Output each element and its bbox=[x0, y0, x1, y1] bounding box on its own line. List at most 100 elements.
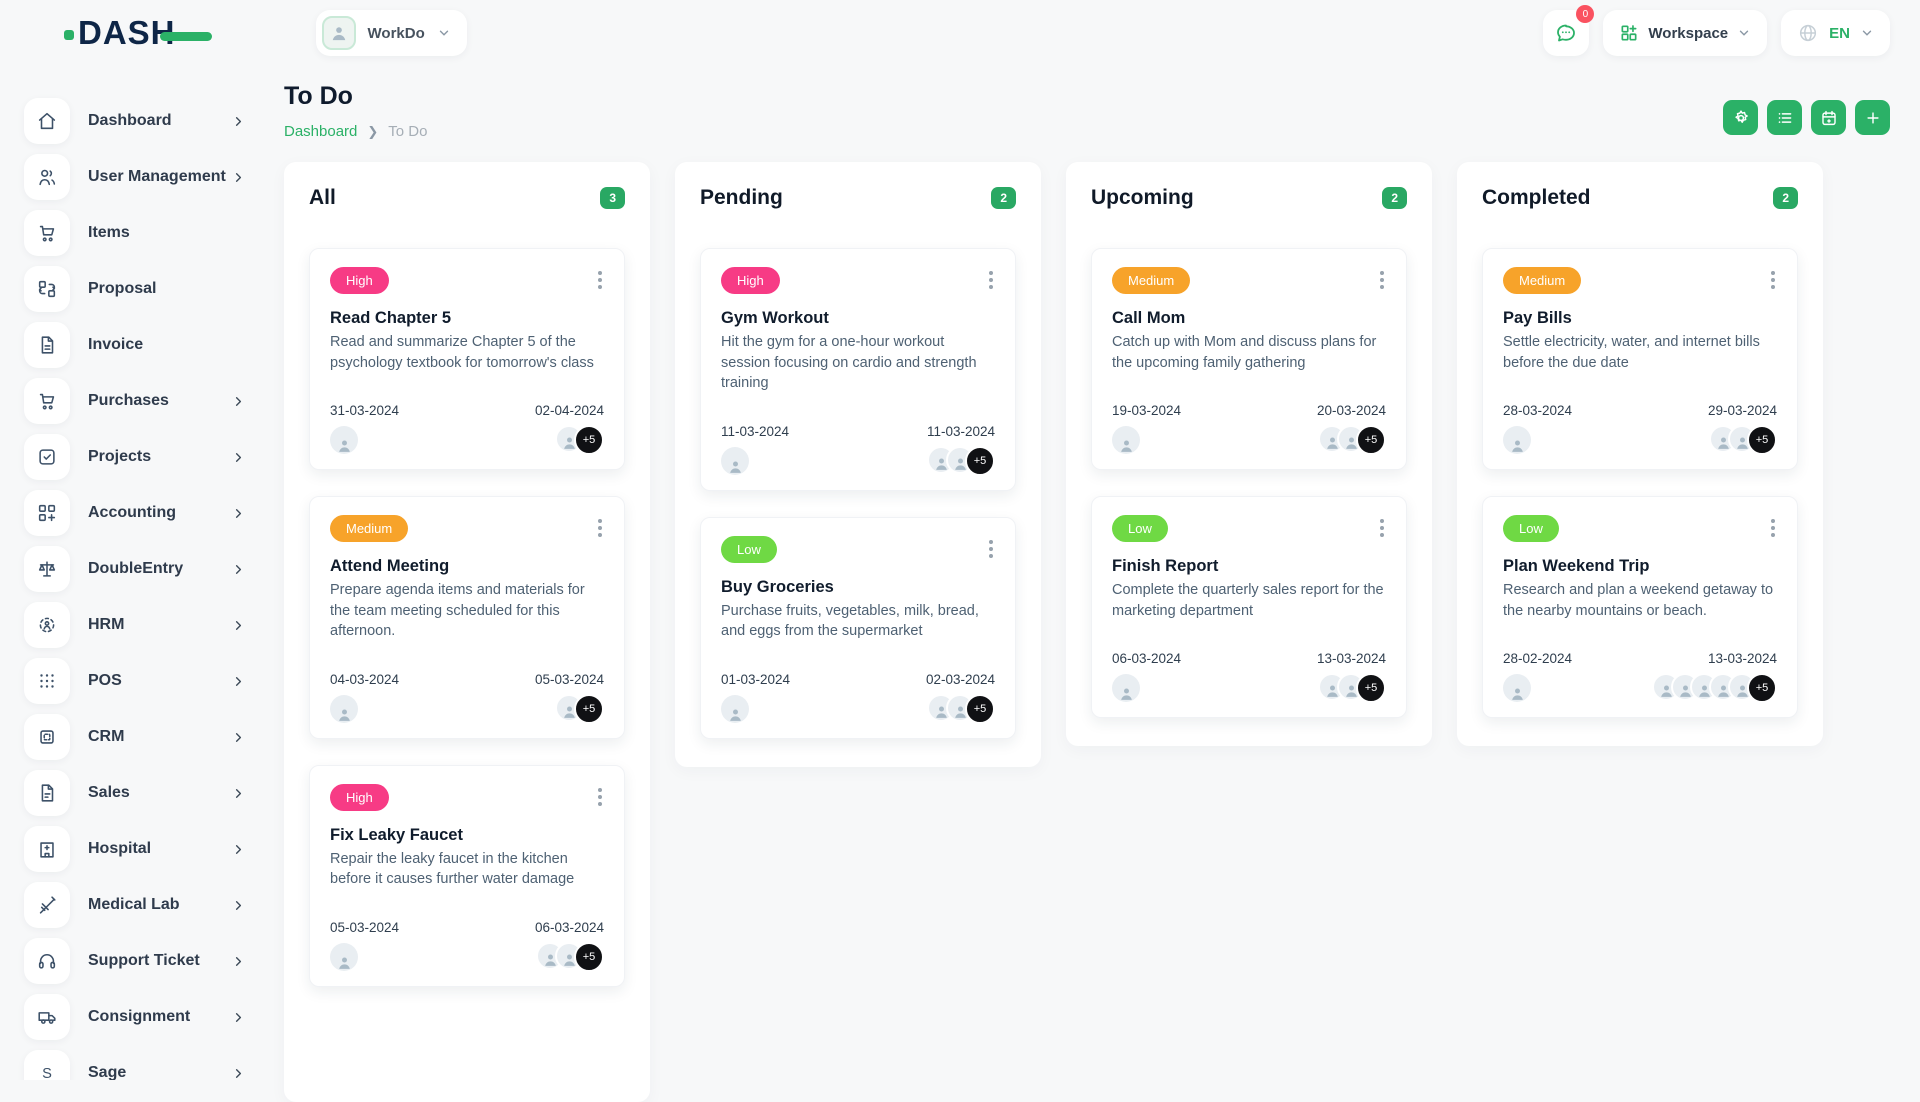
task-card-plan-weekend-trip[interactable]: Low Plan Weekend Trip Research and plan … bbox=[1482, 496, 1798, 718]
assignee-avatars bbox=[1503, 674, 1531, 702]
priority-badge: Low bbox=[1503, 515, 1559, 542]
column-count-badge: 3 bbox=[600, 187, 625, 209]
kebab-menu-icon[interactable] bbox=[987, 536, 995, 562]
sidebar-item-projects[interactable]: Projects bbox=[24, 434, 268, 480]
settings-button[interactable] bbox=[1723, 100, 1758, 135]
chevron-right-icon bbox=[231, 842, 246, 857]
kebab-menu-icon[interactable] bbox=[1378, 267, 1386, 293]
sidebar-item-items[interactable]: Items bbox=[24, 210, 268, 256]
calendar-view-button[interactable] bbox=[1811, 100, 1846, 135]
assignee-avatars bbox=[721, 695, 749, 723]
end-date: 02-03-2024 bbox=[926, 672, 995, 687]
sidebar: Dashboard User Management Items Proposal… bbox=[0, 66, 282, 1080]
person-icon bbox=[336, 706, 353, 723]
start-date: 04-03-2024 bbox=[330, 672, 399, 687]
language-switcher[interactable]: EN bbox=[1781, 10, 1890, 56]
watcher-avatars: +5 bbox=[555, 425, 604, 455]
task-card-fix-leaky-faucet[interactable]: High Fix Leaky Faucet Repair the leaky f… bbox=[309, 765, 625, 987]
sidebar-item-doubleentry[interactable]: DoubleEntry bbox=[24, 546, 268, 592]
sidebar-item-support-ticket[interactable]: Support Ticket bbox=[24, 938, 268, 984]
column-count-badge: 2 bbox=[1773, 187, 1798, 209]
dots-grid-icon bbox=[24, 658, 70, 704]
breadcrumb-link-dashboard[interactable]: Dashboard bbox=[284, 123, 357, 140]
messages-count-badge: 0 bbox=[1576, 5, 1594, 23]
scales-icon bbox=[24, 546, 70, 592]
sidebar-item-sales[interactable]: Sales bbox=[24, 770, 268, 816]
task-card-finish-report[interactable]: Low Finish Report Complete the quarterly… bbox=[1091, 496, 1407, 718]
more-assignees-badge: +5 bbox=[1747, 425, 1777, 455]
sidebar-item-hospital[interactable]: Hospital bbox=[24, 826, 268, 872]
task-card-read-chapter-5[interactable]: High Read Chapter 5 Read and summarize C… bbox=[309, 248, 625, 470]
avatar bbox=[330, 695, 358, 723]
sidebar-item-user-management[interactable]: User Management bbox=[24, 154, 268, 200]
gear-icon bbox=[1732, 109, 1750, 127]
assignee-avatars bbox=[1112, 674, 1140, 702]
task-card-attend-meeting[interactable]: Medium Attend Meeting Prepare agenda ite… bbox=[309, 496, 625, 739]
task-title: Finish Report bbox=[1112, 557, 1386, 576]
kebab-menu-icon[interactable] bbox=[1378, 515, 1386, 541]
chevron-down-icon bbox=[437, 26, 451, 40]
brand-logo[interactable]: DASH bbox=[64, 14, 212, 52]
task-title: Buy Groceries bbox=[721, 578, 995, 597]
kebab-menu-icon[interactable] bbox=[596, 515, 604, 541]
start-date: 19-03-2024 bbox=[1112, 403, 1181, 418]
chevron-right-icon bbox=[231, 898, 246, 913]
sidebar-item-pos[interactable]: POS bbox=[24, 658, 268, 704]
more-assignees-badge: +5 bbox=[1747, 673, 1777, 703]
sidebar-item-consignment[interactable]: Consignment bbox=[24, 994, 268, 1040]
avatar bbox=[721, 447, 749, 475]
hospital-icon bbox=[24, 826, 70, 872]
chevron-right-icon bbox=[231, 506, 246, 521]
watcher-avatars: +5 bbox=[1709, 425, 1777, 455]
chat-icon bbox=[1554, 21, 1578, 45]
start-date: 28-02-2024 bbox=[1503, 651, 1572, 666]
kebab-menu-icon[interactable] bbox=[596, 267, 604, 293]
person-icon bbox=[1118, 685, 1135, 702]
kebab-menu-icon[interactable] bbox=[596, 784, 604, 810]
priority-badge: High bbox=[330, 267, 389, 294]
start-date: 11-03-2024 bbox=[721, 424, 789, 439]
watcher-avatars: +5 bbox=[555, 694, 604, 724]
task-description: Read and summarize Chapter 5 of the psyc… bbox=[330, 332, 604, 373]
sidebar-item-proposal[interactable]: Proposal bbox=[24, 266, 268, 312]
chevron-down-icon bbox=[1737, 26, 1751, 40]
priority-badge: Medium bbox=[1503, 267, 1581, 294]
truck-icon bbox=[24, 994, 70, 1040]
priority-badge: High bbox=[330, 784, 389, 811]
kebab-menu-icon[interactable] bbox=[1769, 267, 1777, 293]
sidebar-item-sage[interactable]: S Sage bbox=[24, 1050, 268, 1080]
person-icon bbox=[727, 706, 744, 723]
task-card-pay-bills[interactable]: Medium Pay Bills Settle electricity, wat… bbox=[1482, 248, 1798, 470]
sidebar-nav: Dashboard User Management Items Proposal… bbox=[24, 98, 268, 1080]
sidebar-item-medical-lab[interactable]: Medical Lab bbox=[24, 882, 268, 928]
sidebar-item-hrm[interactable]: HRM bbox=[24, 602, 268, 648]
company-avatar bbox=[322, 16, 356, 50]
priority-badge: Low bbox=[1112, 515, 1168, 542]
task-card-gym-workout[interactable]: High Gym Workout Hit the gym for a one-h… bbox=[700, 248, 1016, 491]
company-name: WorkDo bbox=[368, 25, 425, 42]
sidebar-item-accounting[interactable]: Accounting bbox=[24, 490, 268, 536]
add-task-button[interactable] bbox=[1855, 100, 1890, 135]
task-description: Prepare agenda items and materials for t… bbox=[330, 580, 604, 642]
company-switcher[interactable]: WorkDo bbox=[316, 10, 467, 56]
task-card-call-mom[interactable]: Medium Call Mom Catch up with Mom and di… bbox=[1091, 248, 1407, 470]
assignee-avatars bbox=[330, 695, 358, 723]
task-description: Complete the quarterly sales report for … bbox=[1112, 580, 1386, 621]
watcher-avatars: +5 bbox=[1652, 673, 1777, 703]
chevron-right-icon bbox=[231, 394, 246, 409]
sidebar-item-invoice[interactable]: Invoice bbox=[24, 322, 268, 368]
cart-icon bbox=[24, 210, 70, 256]
list-view-button[interactable] bbox=[1767, 100, 1802, 135]
kebab-menu-icon[interactable] bbox=[1769, 515, 1777, 541]
sidebar-item-purchases[interactable]: Purchases bbox=[24, 378, 268, 424]
sidebar-item-crm[interactable]: CRM bbox=[24, 714, 268, 760]
kebab-menu-icon[interactable] bbox=[987, 267, 995, 293]
chevron-right-icon bbox=[231, 114, 246, 129]
messages-button[interactable]: 0 bbox=[1543, 10, 1589, 56]
chevron-right-icon bbox=[231, 562, 246, 577]
sidebar-item-dashboard[interactable]: Dashboard bbox=[24, 98, 268, 144]
task-card-buy-groceries[interactable]: Low Buy Groceries Purchase fruits, veget… bbox=[700, 517, 1016, 739]
workspace-switcher[interactable]: Workspace bbox=[1603, 10, 1767, 56]
avatar bbox=[1112, 674, 1140, 702]
task-title: Call Mom bbox=[1112, 309, 1386, 328]
